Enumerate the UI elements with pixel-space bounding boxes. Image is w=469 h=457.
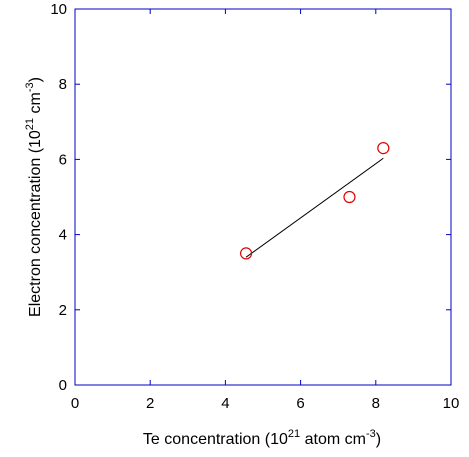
x-tick-label: 8 xyxy=(372,395,380,412)
x-label-prefix: Te concentration (10 xyxy=(143,431,288,448)
y-tick-label: 4 xyxy=(59,227,67,244)
ticks-layer: 0 2 4 6 8 10 0 2 4 6 8 10 xyxy=(50,1,459,412)
y-tick-label: 8 xyxy=(59,76,67,93)
x-label-middle: atom cm xyxy=(300,431,366,448)
x-tick-label: 0 xyxy=(71,395,79,412)
y-tick-label: 10 xyxy=(50,1,67,18)
x-axis-label: Te concentration (1021 atom cm-3) xyxy=(143,428,381,448)
y-label-sup1: 21 xyxy=(24,118,36,130)
fit-line xyxy=(245,157,384,258)
x-tick-label: 4 xyxy=(221,395,229,412)
y-label-middle: cm xyxy=(27,92,44,118)
x-tick-label: 2 xyxy=(146,395,154,412)
plot-frame xyxy=(74,8,452,386)
data-point xyxy=(343,190,356,204)
x-tick-label: 6 xyxy=(296,395,304,412)
x-label-sup2: -3 xyxy=(366,428,376,440)
x-label-sup1: 21 xyxy=(288,428,300,440)
x-label-suffix: ) xyxy=(376,431,381,448)
y-tick-label: 6 xyxy=(59,151,67,168)
y-tick-label: 2 xyxy=(59,302,67,319)
data-point xyxy=(377,142,390,155)
y-label-prefix: Electron concentration (10 xyxy=(27,130,44,317)
data-point xyxy=(239,247,253,260)
y-label-sup2: -3 xyxy=(24,82,36,92)
x-tick-label: 10 xyxy=(443,395,460,412)
y-label-suffix: ) xyxy=(27,77,44,82)
y-tick-label: 0 xyxy=(59,377,67,394)
data-layer xyxy=(239,142,390,260)
y-axis-label: Electron concentration (1021 cm-3) xyxy=(24,77,44,317)
